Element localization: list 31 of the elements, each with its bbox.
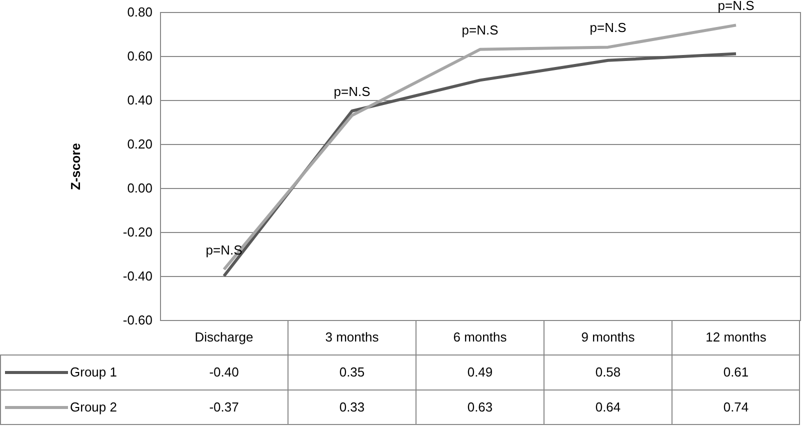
y-tick-label: 0.60 <box>127 48 152 64</box>
legend-label: Group 1 <box>70 364 117 380</box>
x-tick-label: 9 months <box>581 330 636 344</box>
y-tick-label: -0.60 <box>122 312 152 328</box>
y-tick-label: 0.80 <box>127 4 152 20</box>
x-tick-label: 3 months <box>325 330 380 344</box>
data-label: 0.63 <box>467 400 493 414</box>
data-label: 0.58 <box>595 364 621 380</box>
data-label: 0.74 <box>723 400 749 414</box>
x-tick-label: 12 months <box>706 330 767 344</box>
y-tick-label: 0.40 <box>127 92 152 108</box>
x-tick-label: Discharge <box>194 330 254 344</box>
x-tick-label: 6 months <box>453 330 508 344</box>
y-tick-label: -0.20 <box>122 224 152 240</box>
annotation: p=N.S <box>718 0 755 14</box>
data-label: 0.49 <box>467 364 493 380</box>
data-label: 0.33 <box>339 400 365 414</box>
annotation: p=N.S <box>334 84 371 99</box>
data-label: -0.37 <box>209 400 239 414</box>
data-label: 0.64 <box>595 400 621 414</box>
y-tick-label: 0.00 <box>127 180 152 196</box>
data-label: -0.40 <box>209 364 239 380</box>
y-axis-title: Z-score <box>68 143 83 190</box>
annotation: p=N.S <box>206 242 243 258</box>
annotation: p=N.S <box>462 22 499 38</box>
y-tick-label: 0.20 <box>127 136 152 152</box>
y-tick-label: -0.40 <box>122 268 152 284</box>
data-label: 0.35 <box>339 364 365 380</box>
legend-label: Group 2 <box>70 400 117 414</box>
annotation: p=N.S <box>590 20 627 36</box>
data-label: 0.61 <box>723 364 749 380</box>
